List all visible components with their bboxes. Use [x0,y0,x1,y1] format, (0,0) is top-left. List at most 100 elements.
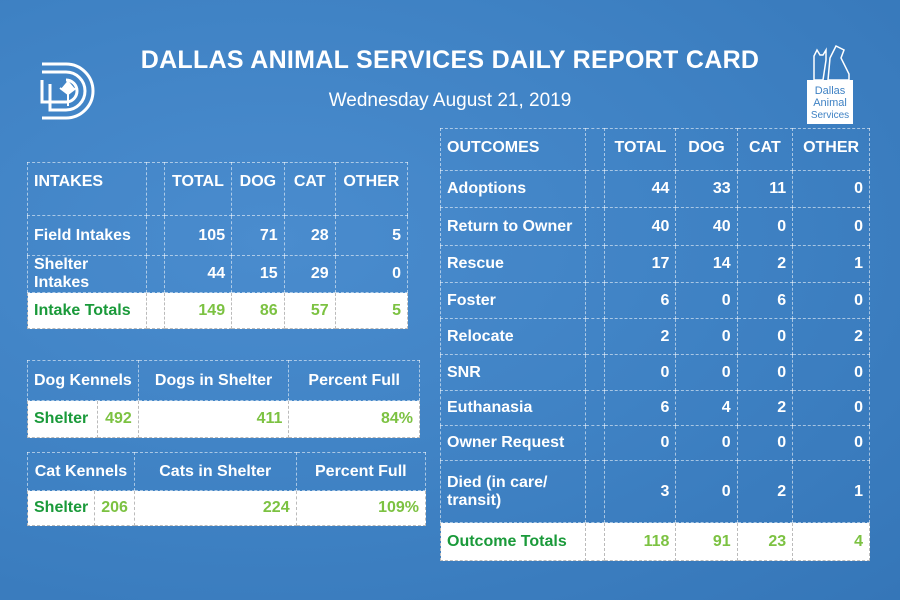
row-value: 44 [604,170,677,208]
totals-value [585,522,606,561]
table-row: Euthanasia 6 4 2 0 [439,390,870,426]
column-header: Dog Kennels [27,360,139,401]
table-row: Shelter Intakes 44 15 29 0 [27,255,409,293]
header-row: INTAKES TOTAL DOG CAT OTHER [27,162,409,216]
row-value: 0 [792,170,870,208]
kennel-value: 411 [137,400,290,438]
cat-kennels-table: Cat Kennels Cats in Shelter Percent Full Sh… [26,452,427,526]
table-row: Adoptions 44 33 11 0 [439,170,870,208]
svg-text:Animal: Animal [813,97,847,109]
column-header: TOTAL [604,128,677,171]
row-value: 14 [675,245,738,283]
row-value: 0 [675,425,738,461]
row-value: 2 [736,390,794,426]
column-header: DOG [675,128,738,171]
row-value: 6 [604,282,677,319]
kennel-row: Shelter 206 224 109% [26,490,427,526]
row-label: Died (in care/ transit) [439,460,587,523]
row-label: SNR [439,354,587,391]
row-value: 11 [736,170,794,208]
row-value: 40 [675,207,738,246]
totals-value: 149 [163,292,233,329]
kennel-row: Shelter 492 411 84% [27,400,420,438]
row-label: Relocate [439,318,587,355]
row-value: 105 [163,215,233,256]
table-row: Foster 6 0 6 0 [439,282,870,319]
row-value: 0 [334,255,409,293]
city-of-dallas-logo-icon [40,62,95,120]
row-value: 0 [792,390,870,426]
column-header: INTAKES [27,162,147,216]
row-value [585,354,606,391]
row-label: Foster [439,282,587,319]
row-label: Field Intakes [27,215,147,256]
row-value: 6 [604,390,677,426]
row-value: 2 [736,245,794,283]
table-row: Rescue 17 14 2 1 [439,245,870,283]
report-title: DALLAS ANIMAL SERVICES DAILY REPORT CARD [140,46,760,74]
totals-label: Outcome Totals [439,522,587,561]
row-value: 0 [675,354,738,391]
row-value [585,207,606,246]
row-value: 0 [792,354,870,391]
row-value [585,318,606,355]
table-row: Relocate 2 0 0 2 [439,318,870,355]
kennel-label: Shelter [27,400,98,438]
totals-value: 23 [736,522,794,561]
row-value: 0 [736,318,794,355]
column-header: Cat Kennels [27,452,135,491]
header-row: OUTCOMES TOTAL DOG CAT OTHER [439,128,870,171]
row-label: Owner Request [439,425,587,461]
row-label: Adoptions [439,170,587,208]
row-value: 0 [604,425,677,461]
row-value: 0 [792,207,870,246]
column-header [145,162,165,216]
column-header: Cats in Shelter [133,452,297,491]
row-value [585,170,606,208]
column-header: Dogs in Shelter [137,360,290,401]
row-value [145,255,165,293]
totals-value: 4 [792,522,870,561]
kennel-value: 206 [94,490,135,526]
row-value: 0 [604,354,677,391]
row-value: 40 [604,207,677,246]
das-logo-icon: Dallas Animal Services [807,44,853,124]
column-header: OTHER [792,128,870,171]
header-row: Cat Kennels Cats in Shelter Percent Full [27,452,427,491]
kennel-value: 109% [295,490,427,526]
svg-text:Dallas: Dallas [815,85,846,97]
totals-value [145,292,165,329]
dog-kennels-table: Dog Kennels Dogs in Shelter Percent Full Sh… [27,360,420,438]
row-label: Euthanasia [439,390,587,426]
table-row: Field Intakes 105 71 28 5 [27,215,409,256]
column-header: DOG [231,162,285,216]
row-value: 6 [736,282,794,319]
totals-row: Intake Totals 149 86 57 5 [27,292,409,329]
column-header: OTHER [334,162,409,216]
row-label: Shelter Intakes [27,255,147,293]
row-label: Return to Owner [439,207,587,246]
totals-row: Outcome Totals 118 91 23 4 [439,522,870,561]
row-value: 44 [163,255,233,293]
column-header: Percent Full [288,360,420,401]
row-value: 1 [792,245,870,283]
row-value: 5 [334,215,409,256]
row-value: 4 [675,390,738,426]
row-value: 15 [231,255,285,293]
totals-value: 57 [283,292,336,329]
row-value: 0 [736,207,794,246]
column-header: Percent Full [295,452,427,491]
row-value [585,245,606,283]
kennel-value: 224 [133,490,297,526]
row-value: 0 [675,318,738,355]
row-value: 2 [736,460,794,523]
report-date: Wednesday August 21, 2019 [328,90,572,111]
row-value: 33 [675,170,738,208]
row-value: 3 [604,460,677,523]
kennel-value: 492 [96,400,139,438]
kennel-value: 84% [288,400,420,438]
column-header: TOTAL [163,162,233,216]
row-value [585,425,606,461]
column-header: CAT [283,162,336,216]
table-row: Owner Request 0 0 0 0 [439,425,870,461]
